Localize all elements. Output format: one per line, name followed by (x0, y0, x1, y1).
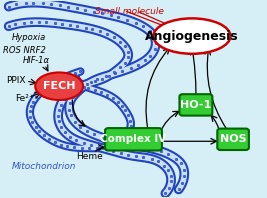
Text: HIF-1α: HIF-1α (23, 56, 50, 65)
Text: Fe²⁺: Fe²⁺ (15, 93, 34, 103)
Text: NOS: NOS (220, 134, 246, 144)
FancyBboxPatch shape (217, 129, 249, 150)
Text: Angiogenesis: Angiogenesis (145, 30, 239, 43)
Ellipse shape (154, 18, 230, 54)
Text: FECH: FECH (43, 81, 75, 91)
Text: ROS NRF2: ROS NRF2 (3, 46, 46, 55)
Text: Hypoxia: Hypoxia (11, 32, 46, 42)
Text: Small molecule: Small molecule (95, 7, 164, 16)
FancyBboxPatch shape (105, 128, 162, 150)
Text: HO-1: HO-1 (180, 100, 211, 110)
Ellipse shape (35, 72, 83, 100)
FancyBboxPatch shape (179, 94, 212, 116)
Text: Complex IV: Complex IV (100, 134, 167, 144)
Text: Mitochondrion: Mitochondrion (11, 162, 76, 171)
Text: PPIX: PPIX (6, 76, 26, 85)
Text: Heme: Heme (76, 151, 103, 161)
